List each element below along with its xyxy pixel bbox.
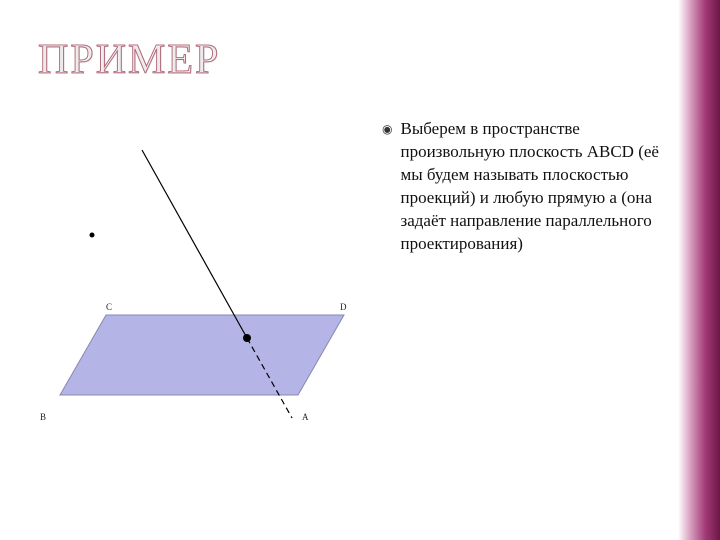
intersection-point [243, 334, 251, 342]
bullet-icon: ◉ [382, 122, 392, 137]
geometry-diagram: C D B A [22, 120, 362, 460]
label-a: A [302, 412, 309, 422]
label-c: C [106, 302, 112, 312]
label-d: D [340, 302, 347, 312]
bullet-item: ◉ Выберем в пространстве произвольную пл… [382, 118, 672, 256]
accent-bar [678, 0, 720, 540]
plane-abcd [60, 315, 344, 395]
bullet-dot [90, 233, 95, 238]
slide: ПРИМЕР C D B A ◉ Выберем в пространстве про… [0, 0, 720, 540]
slide-title: ПРИМЕР [38, 36, 220, 84]
body-text-block: ◉ Выберем в пространстве произвольную пл… [382, 118, 672, 256]
projecting-line-solid [142, 150, 247, 338]
paragraph-text: Выберем в пространстве произвольную плос… [400, 118, 672, 256]
label-b: B [40, 412, 46, 422]
